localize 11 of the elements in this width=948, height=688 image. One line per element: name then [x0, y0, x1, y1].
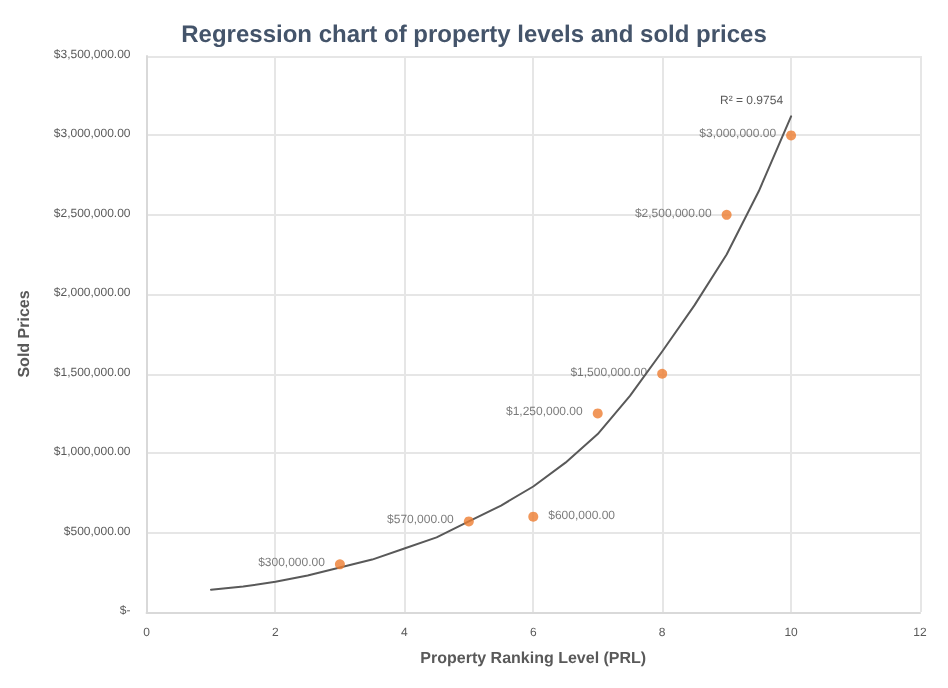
point — [528, 511, 539, 522]
y-axis-title: Sold Prices — [15, 289, 33, 378]
line-series — [210, 115, 793, 591]
point — [786, 130, 797, 141]
point — [592, 408, 603, 419]
point — [334, 559, 345, 570]
x-axis-title: Property Ranking Level (PRL) — [420, 648, 647, 667]
point — [721, 209, 732, 220]
point — [657, 368, 668, 379]
point — [463, 516, 474, 527]
chart-title: Regression chart of property levels and sold prices — [181, 20, 768, 48]
